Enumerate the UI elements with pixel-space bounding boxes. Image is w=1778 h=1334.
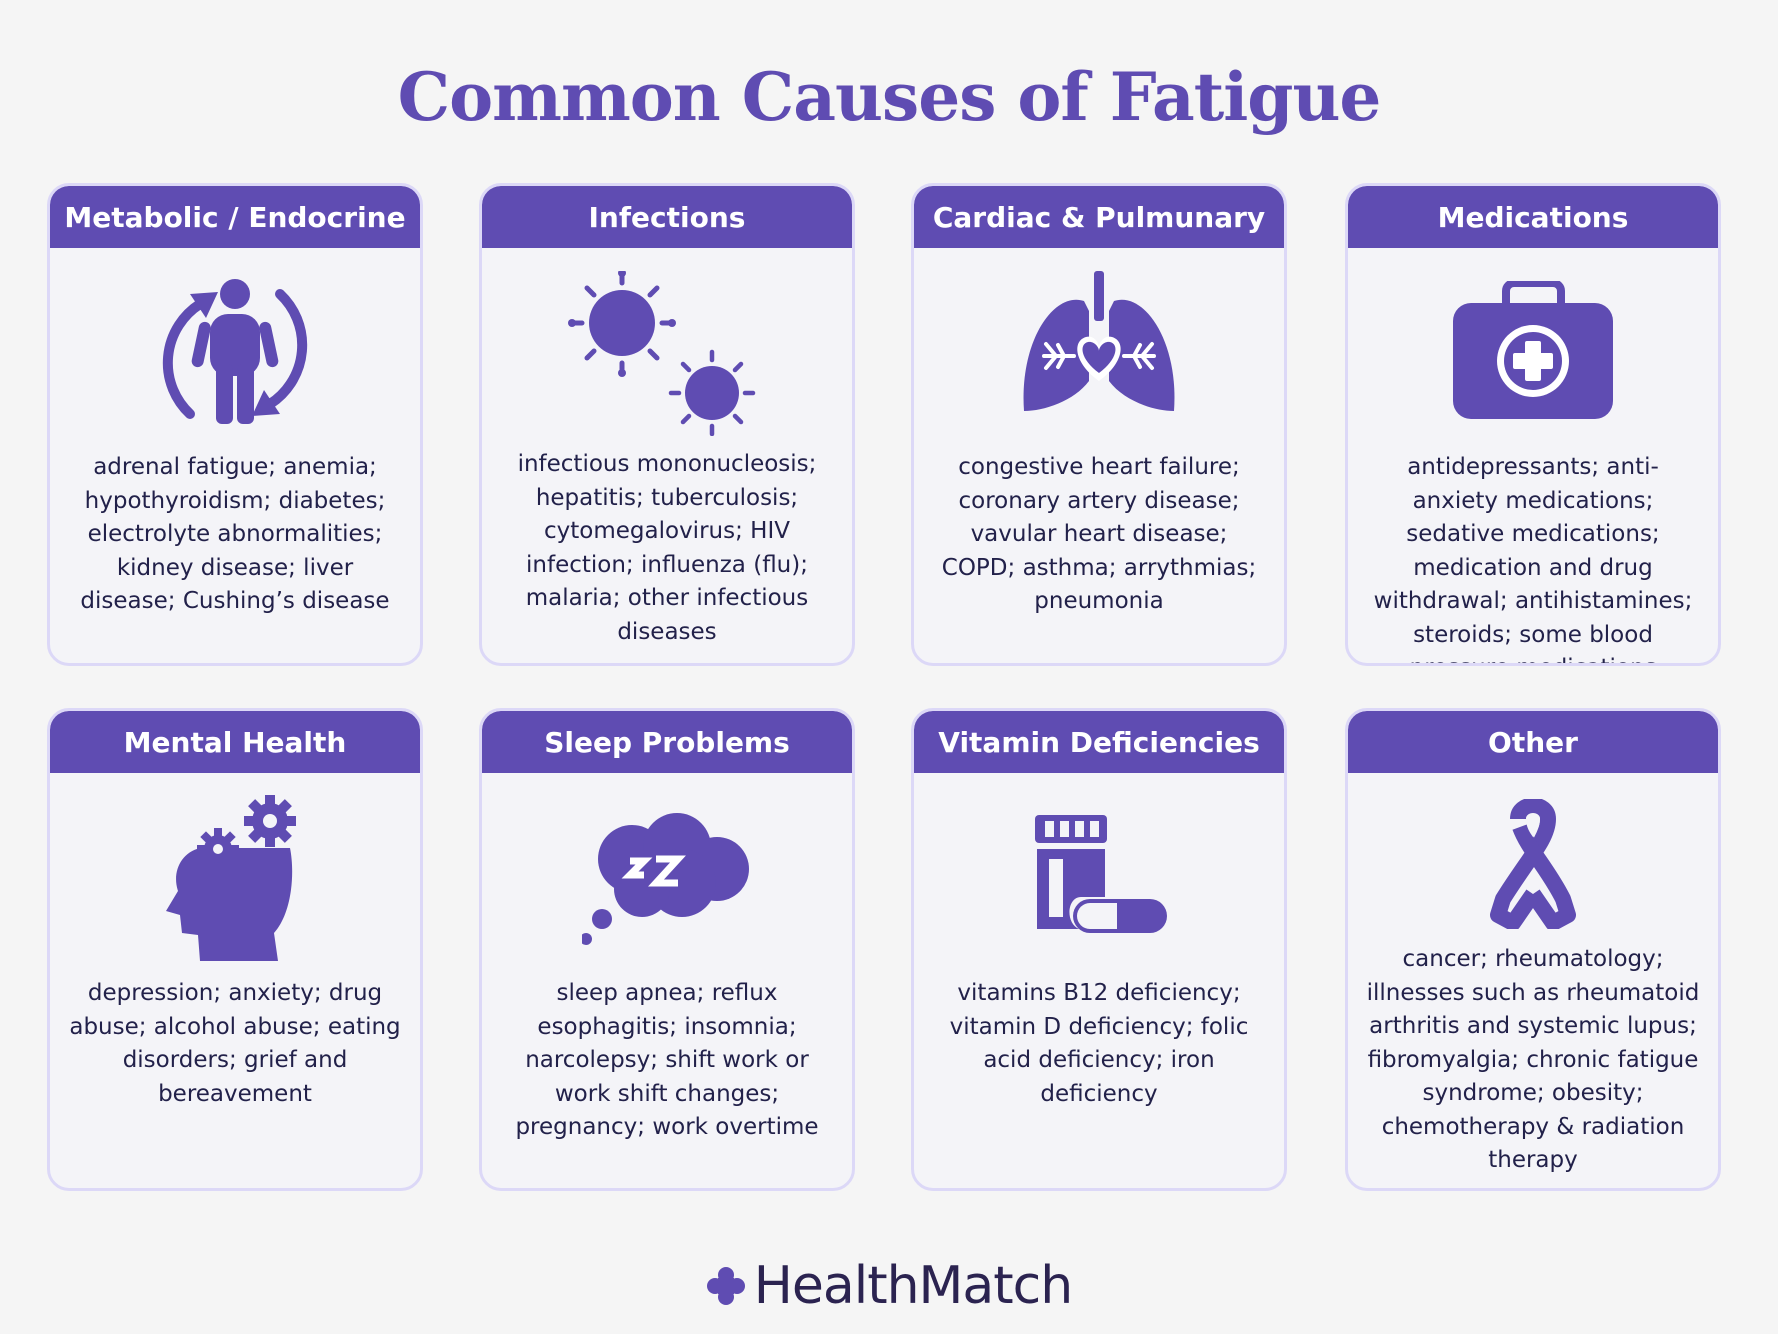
card-infections: Infections — [479, 183, 855, 666]
card-heading: Other — [1348, 711, 1718, 773]
brand-logo: HealthMatch — [0, 1256, 1778, 1316]
card-text: adrenal fatigue; anemia; hypothyroidism;… — [80, 454, 390, 614]
card-text: antidepressants; anti-anxiety medication… — [1373, 454, 1693, 663]
lungs-heart-icon — [914, 271, 1284, 431]
pill-bottle-icon — [914, 813, 1284, 953]
card-vitamin-deficiencies: Vitamin Deficiencies vitamins B12 defici… — [911, 708, 1287, 1191]
card-text: infectious mononucleosis; hepatitis; tub… — [517, 451, 817, 645]
card-sleep-problems: Sleep Problems sleep apnea; reflux esoph… — [479, 708, 855, 1191]
card-heading: Metabolic / Endocrine — [50, 186, 420, 248]
card-text: depression; anxiety; drug abuse; alcohol… — [69, 980, 401, 1107]
card-text: vitamins B12 deficiency; vitamin D defic… — [949, 980, 1249, 1107]
card-heading: Cardiac & Pulmunary — [914, 186, 1284, 248]
person-cycle-icon — [50, 274, 420, 434]
card-medications: Medications antidepressants; anti-anxiet… — [1345, 183, 1721, 666]
plus-logo-icon — [706, 1267, 745, 1305]
virus-icon — [482, 271, 852, 436]
card-heading: Medications — [1348, 186, 1718, 248]
card-heading: Sleep Problems — [482, 711, 852, 773]
card-text: cancer; rheumatology; illnesses such as … — [1366, 946, 1700, 1173]
card-metabolic-endocrine: Metabolic / Endocrine adrenal fatigue; a… — [47, 183, 423, 666]
sleep-cloud-icon — [482, 811, 852, 951]
card-mental-health: Mental Health — [47, 708, 423, 1191]
first-aid-kit-icon — [1348, 281, 1718, 421]
card-heading: Infections — [482, 186, 852, 248]
page-title: Common Causes of Fatigue — [397, 58, 1382, 136]
card-cardiac-pulmunary: Cardiac & Pulmunary congestive heart fai… — [911, 183, 1287, 666]
card-other: Other cancer; rheumatology; illnesses su… — [1345, 708, 1721, 1191]
head-gears-icon — [50, 793, 420, 963]
card-text: congestive heart failure; coronary arter… — [941, 454, 1257, 614]
brand-name: HealthMatch — [753, 1256, 1073, 1316]
card-heading: Mental Health — [50, 711, 420, 773]
card-text: sleep apnea; reflux esophagitis; insomni… — [515, 980, 819, 1140]
ribbon-icon — [1348, 799, 1718, 929]
card-heading: Vitamin Deficiencies — [914, 711, 1284, 773]
